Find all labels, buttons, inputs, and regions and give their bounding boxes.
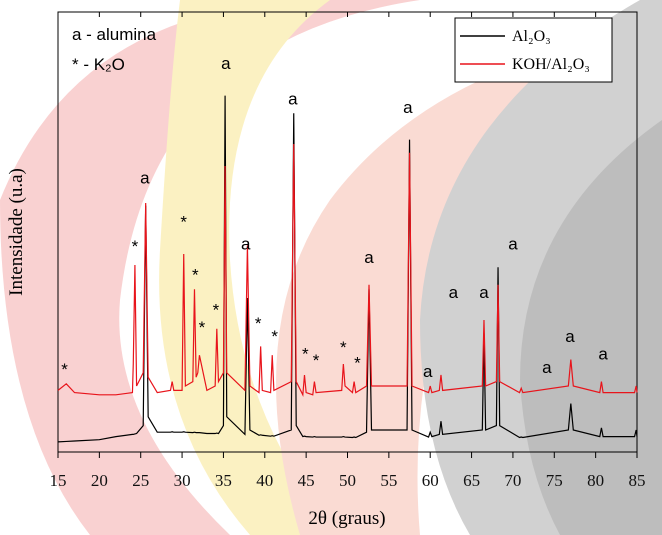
peak-annotation: * xyxy=(61,360,68,379)
legend-label: KOH/Al₂O₃ xyxy=(512,56,590,73)
legend-label: Al₂O₃ xyxy=(512,28,551,45)
peak-annotation: a xyxy=(449,283,459,302)
x-tick-label: 60 xyxy=(422,471,439,490)
x-tick-label: 20 xyxy=(91,471,108,490)
peak-annotation: a xyxy=(364,248,374,267)
x-axis-label: 2θ (graus) xyxy=(308,508,385,529)
peak-annotation: a xyxy=(565,327,575,346)
peak-annotation: * xyxy=(313,351,320,370)
peak-annotation: a xyxy=(508,235,518,254)
x-tick-label: 70 xyxy=(504,471,521,490)
peak-annotation: * xyxy=(132,237,139,256)
peak-annotation: * xyxy=(255,314,262,333)
x-tick-label: 75 xyxy=(546,471,563,490)
legend xyxy=(454,17,613,83)
peak-annotation: * xyxy=(340,338,347,357)
x-tick-label: 45 xyxy=(298,471,315,490)
peak-annotation: a xyxy=(288,89,298,108)
x-tick-label: 25 xyxy=(132,471,149,490)
peak-annotation: a xyxy=(598,345,608,364)
x-tick-label: 35 xyxy=(215,471,232,490)
peak-annotation: a xyxy=(403,98,413,117)
peak-annotation: a xyxy=(221,54,231,73)
peak-annotation: a xyxy=(542,358,552,377)
peak-annotation: * xyxy=(213,301,220,320)
series-line xyxy=(57,95,638,443)
peak-annotation: a xyxy=(241,235,251,254)
series-line xyxy=(57,143,638,397)
x-tick-label: 15 xyxy=(50,471,67,490)
peak-annotation: * xyxy=(302,345,309,364)
x-tick-label: 55 xyxy=(380,471,397,490)
peak-annotation: a xyxy=(423,362,433,381)
peak-annotation: * xyxy=(192,265,199,284)
peak-annotation: a xyxy=(479,283,489,302)
x-tick-label: 65 xyxy=(463,471,480,490)
peak-annotation: * xyxy=(271,327,278,346)
note: * - K₂O xyxy=(72,55,125,74)
peak-annotation: a xyxy=(140,169,150,188)
peak-annotation: * xyxy=(199,318,206,337)
peak-annotation: * xyxy=(354,353,361,372)
note: a - alumina xyxy=(72,25,157,44)
x-tick-label: 40 xyxy=(256,471,273,490)
x-tick-label: 30 xyxy=(174,471,191,490)
y-axis-label: Intensidade (u.a) xyxy=(6,168,27,296)
x-tick-label: 50 xyxy=(339,471,356,490)
x-tick-label: 80 xyxy=(587,471,604,490)
x-tick-label: 85 xyxy=(629,471,646,490)
peak-annotation: * xyxy=(180,213,187,232)
